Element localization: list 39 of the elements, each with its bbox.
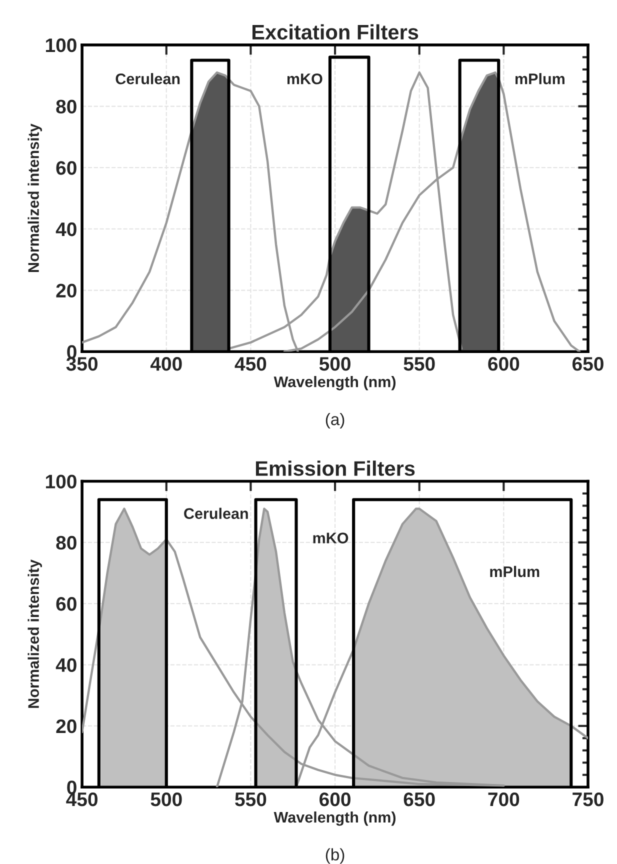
x-tick-label: 650 [572, 357, 604, 371]
text: (b) [326, 848, 344, 864]
annotation: mPlum [490, 566, 540, 578]
x-tick-label: 500 [319, 357, 350, 371]
y-tick-label: 0 [67, 780, 76, 794]
text: (a) [326, 412, 344, 429]
y-axis-title: Normalized intensity [28, 560, 42, 708]
y-tick-label: 100 [46, 474, 76, 488]
y-tick-label: 20 [56, 284, 76, 298]
annotation: mKO [313, 532, 348, 544]
chart-title: Excitation Filters [252, 24, 418, 40]
y-tick-label: 60 [56, 161, 76, 175]
y-axis-title: Normalized intensity [28, 124, 42, 272]
x-tick-label: 500 [150, 792, 182, 806]
y-tick-label: 80 [56, 100, 76, 114]
x-tick-label: 600 [320, 792, 350, 806]
annotation: mPlum [515, 73, 564, 84]
x-axis-title: Wavelength (nm) [274, 811, 396, 826]
x-tick-label: 700 [488, 792, 520, 806]
annotation: Cerulean [116, 73, 180, 84]
x-tick-label: 600 [488, 357, 520, 371]
y-tick-label: 20 [56, 719, 76, 734]
annotation: Cerulean [184, 508, 248, 519]
x-tick-label: 750 [572, 792, 604, 806]
y-tick-label: 60 [56, 597, 76, 611]
y-tick-label: 40 [56, 222, 76, 236]
chart-title: Emission Filters [256, 460, 415, 476]
x-tick-label: 650 [404, 792, 435, 806]
annotation: mKO [287, 73, 322, 84]
x-tick-label: 550 [404, 357, 435, 371]
x-tick-label: 450 [66, 792, 98, 806]
y-tick-label: 80 [56, 536, 76, 550]
x-tick-label: 350 [66, 357, 98, 371]
x-tick-label: 400 [150, 357, 182, 371]
y-tick-label: 40 [56, 658, 76, 672]
x-axis-title: Wavelength (nm) [274, 376, 396, 390]
x-tick-label: 550 [235, 792, 266, 806]
x-tick-label: 450 [234, 357, 266, 371]
y-tick-label: 100 [46, 38, 76, 52]
